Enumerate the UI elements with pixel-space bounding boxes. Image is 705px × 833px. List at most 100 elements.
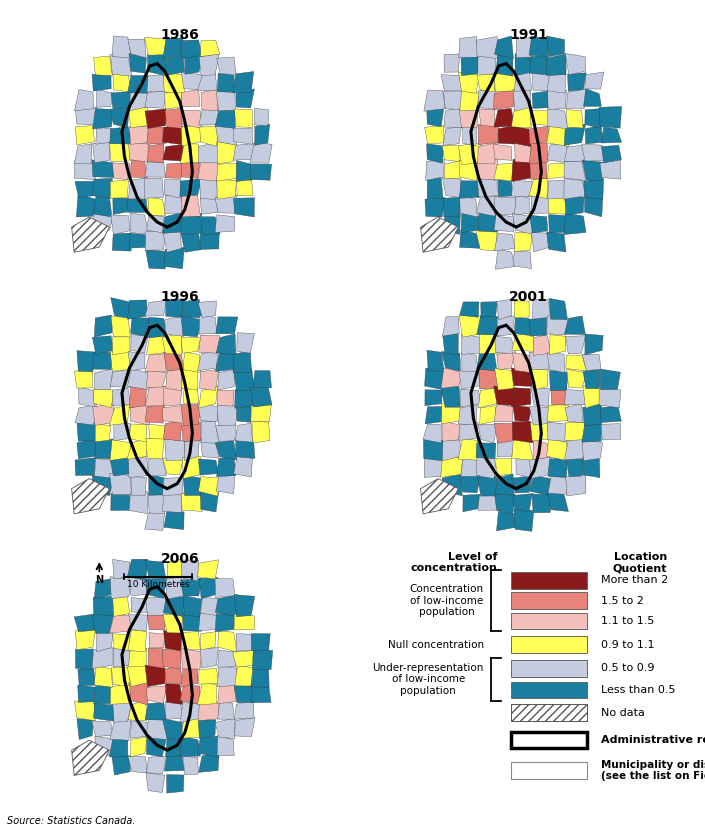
Polygon shape [199,754,219,772]
Polygon shape [145,91,167,108]
Polygon shape [164,179,180,198]
Polygon shape [547,491,568,511]
Polygon shape [235,109,252,127]
Polygon shape [200,126,219,146]
Bar [511,732,587,748]
Polygon shape [147,75,167,92]
Polygon shape [529,178,548,198]
Polygon shape [129,386,147,408]
Polygon shape [110,351,131,372]
Polygon shape [512,159,534,182]
Polygon shape [109,405,130,426]
Polygon shape [216,180,236,199]
Polygon shape [165,701,184,720]
Polygon shape [182,299,202,318]
Polygon shape [546,316,568,335]
Polygon shape [130,682,149,705]
Polygon shape [109,142,130,162]
Polygon shape [601,424,620,440]
Polygon shape [564,161,586,181]
Polygon shape [181,72,202,89]
Polygon shape [531,195,551,213]
Polygon shape [478,424,498,443]
Polygon shape [479,212,498,232]
Polygon shape [76,194,96,217]
Polygon shape [112,388,130,406]
Polygon shape [250,387,272,407]
Polygon shape [234,686,255,702]
Polygon shape [494,163,516,181]
Polygon shape [166,368,182,391]
Polygon shape [129,107,147,128]
Polygon shape [415,26,596,257]
Polygon shape [148,143,164,162]
Polygon shape [566,457,583,476]
Text: Concentration
of low-income
population: Concentration of low-income population [410,584,484,617]
Polygon shape [583,369,600,389]
Text: 10 Kilometres: 10 Kilometres [127,581,190,590]
Polygon shape [235,387,254,408]
Polygon shape [148,648,164,668]
Polygon shape [128,559,148,581]
Polygon shape [164,421,182,441]
Polygon shape [548,456,567,477]
Polygon shape [415,287,596,519]
Polygon shape [547,353,565,372]
Text: More than 2: More than 2 [601,576,668,586]
Polygon shape [479,109,495,127]
Polygon shape [601,369,620,390]
Polygon shape [529,36,548,57]
Polygon shape [547,422,569,441]
Polygon shape [547,72,566,93]
Polygon shape [146,719,167,740]
Polygon shape [183,631,200,650]
Polygon shape [496,55,513,76]
Polygon shape [216,89,235,111]
Polygon shape [93,214,113,235]
Polygon shape [181,124,202,146]
Bar [511,636,587,653]
Polygon shape [477,476,496,496]
Polygon shape [515,317,532,336]
Polygon shape [566,110,583,128]
Polygon shape [162,649,181,669]
Polygon shape [216,163,237,181]
Polygon shape [216,317,238,334]
Polygon shape [236,178,253,196]
Polygon shape [494,214,514,232]
Polygon shape [459,108,478,127]
Text: 1991: 1991 [509,28,548,42]
Polygon shape [513,251,532,269]
Polygon shape [92,475,113,496]
Polygon shape [201,598,220,616]
Polygon shape [127,438,149,460]
Polygon shape [110,719,131,741]
Polygon shape [92,404,114,426]
Polygon shape [165,108,182,128]
Polygon shape [218,369,235,390]
Polygon shape [565,390,585,405]
Polygon shape [550,335,565,355]
Polygon shape [250,142,272,163]
Polygon shape [128,300,147,319]
Polygon shape [236,634,252,651]
Bar [511,661,587,676]
Polygon shape [167,559,185,579]
Polygon shape [233,368,255,391]
Polygon shape [146,250,167,269]
Polygon shape [199,109,219,125]
Polygon shape [458,72,479,93]
Text: 2006: 2006 [161,551,199,566]
Polygon shape [565,476,586,496]
Bar [511,592,587,609]
Polygon shape [476,230,497,251]
Polygon shape [548,404,569,421]
Polygon shape [183,596,202,616]
Polygon shape [493,89,514,109]
Polygon shape [74,161,96,180]
Polygon shape [162,719,183,740]
Polygon shape [199,612,219,631]
Polygon shape [216,334,236,355]
Polygon shape [233,351,252,373]
Polygon shape [148,493,166,514]
